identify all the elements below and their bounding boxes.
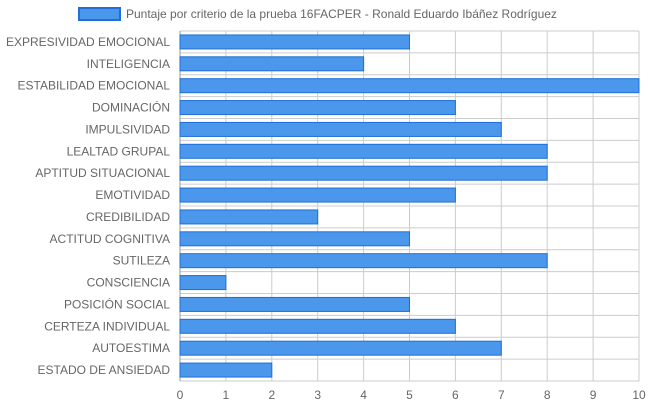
category-label: EMOTIVIDAD <box>95 188 170 202</box>
bar[interactable] <box>179 78 640 94</box>
x-tick-label: 5 <box>406 388 413 402</box>
bar[interactable] <box>179 56 365 72</box>
category-label: EXPRESIVIDAD EMOCIONAL <box>6 35 170 49</box>
x-tick-label: 6 <box>452 388 459 402</box>
category-label: CONSCIENCIA <box>87 276 170 290</box>
x-tick-label: 4 <box>360 388 367 402</box>
category-labels: EXPRESIVIDAD EMOCIONAL INTELIGENCIA ESTABI… <box>6 35 170 377</box>
bar[interactable] <box>179 318 456 334</box>
bar[interactable] <box>179 275 227 291</box>
category-label: CREDIBILIDAD <box>86 210 170 224</box>
x-tick-label: 3 <box>314 388 321 402</box>
category-label: DOMINACIÓN <box>92 100 170 115</box>
bar[interactable] <box>179 209 319 225</box>
bar[interactable] <box>179 121 502 137</box>
category-label: ACTITUD COGNITIVA <box>50 232 170 246</box>
category-label: ESTADO DE ANSIEDAD <box>38 363 171 377</box>
bar[interactable] <box>179 231 410 247</box>
category-label: AUTOESTIMA <box>92 341 170 355</box>
bar[interactable] <box>179 187 456 203</box>
x-tick-label: 0 <box>177 388 184 402</box>
bar[interactable] <box>179 165 548 181</box>
bars-group <box>179 34 640 378</box>
bar[interactable] <box>179 253 548 269</box>
legend-label: Puntaje por criterio de la prueba 16FACP… <box>126 7 557 21</box>
category-label: POSICIÓN SOCIAL <box>64 296 170 311</box>
bar[interactable] <box>179 34 410 50</box>
category-label: IMPULSIVIDAD <box>85 122 170 136</box>
category-label: SUTILEZA <box>113 254 170 268</box>
legend-swatch <box>78 7 121 21</box>
x-tick-label: 9 <box>590 388 597 402</box>
category-label: LEALTAD GRUPAL <box>67 144 171 158</box>
x-tick-label: 7 <box>498 388 505 402</box>
legend[interactable]: Puntaje por criterio de la prueba 16FACP… <box>78 7 557 21</box>
category-label: ESTABILIDAD EMOCIONAL <box>18 79 171 93</box>
x-tick-labels: 0 1 2 3 4 5 6 7 8 9 10 <box>177 388 646 402</box>
category-label: APTITUD SITUACIONAL <box>35 166 170 180</box>
bar[interactable] <box>179 143 548 159</box>
x-tick-label: 1 <box>223 388 230 402</box>
x-tick-label: 2 <box>268 388 275 402</box>
category-label: INTELIGENCIA <box>87 57 170 71</box>
bar[interactable] <box>179 100 456 116</box>
bar[interactable] <box>179 340 502 356</box>
bar[interactable] <box>179 296 410 312</box>
category-label: CERTEZA INDIVIDUAL <box>44 319 170 333</box>
x-tick-label: 8 <box>544 388 551 402</box>
bar[interactable] <box>179 362 273 378</box>
x-tick-label: 10 <box>632 388 646 402</box>
